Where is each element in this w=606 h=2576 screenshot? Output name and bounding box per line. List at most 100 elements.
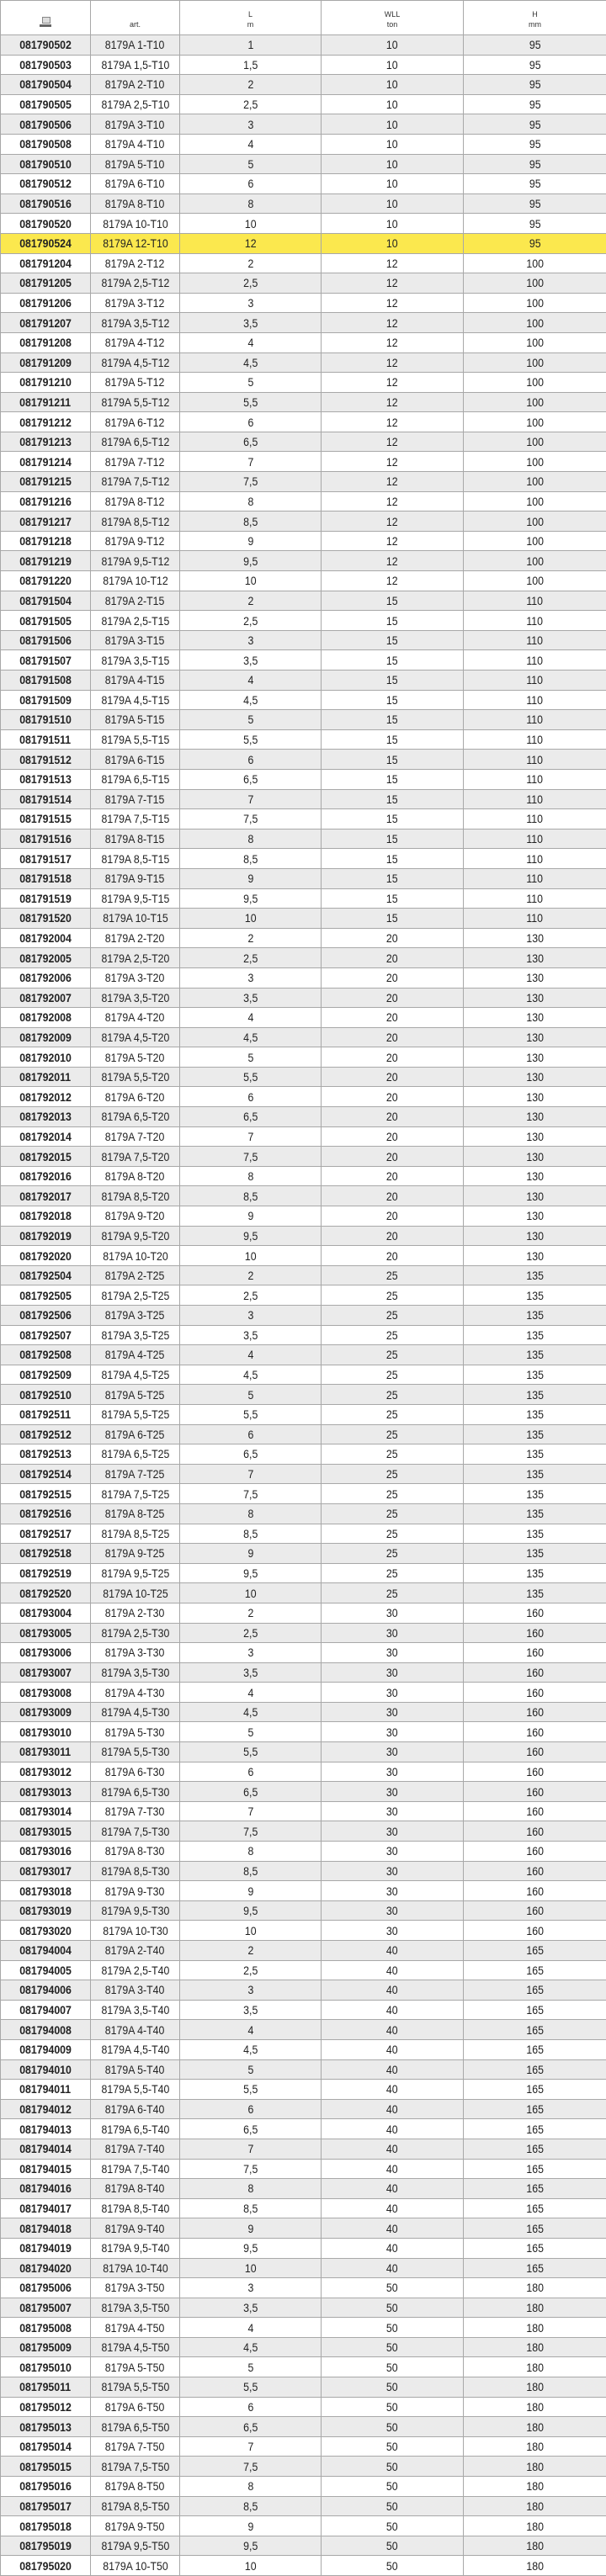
table-row[interactable]: 0817925058179A 2,5-T252,525135: [1, 1285, 606, 1306]
table-row[interactable]: 0817925118179A 5,5-T255,525135: [1, 1404, 606, 1424]
table-row[interactable]: 0817940168179A 8-T40840165: [1, 2179, 606, 2199]
table-row[interactable]: 0817912118179A 5,5-T125,512100: [1, 392, 606, 412]
table-row[interactable]: 0817920068179A 3-T20320130: [1, 967, 606, 988]
table-row[interactable]: 0817950148179A 7-T50750180: [1, 2436, 606, 2457]
table-row[interactable]: 0817950088179A 4-T50450180: [1, 2318, 606, 2338]
table-row[interactable]: 0817925168179A 8-T25825135: [1, 1503, 606, 1524]
table-row[interactable]: 0817950188179A 9-T50950180: [1, 2516, 606, 2536]
table-row[interactable]: 0817940188179A 9-T40940165: [1, 2218, 606, 2239]
table-row[interactable]: 0817930098179A 4,5-T304,530160: [1, 1702, 606, 1722]
table-row[interactable]: 0817912128179A 6-T12612100: [1, 412, 606, 432]
table-row[interactable]: 0817915128179A 6-T15615110: [1, 750, 606, 770]
table-row[interactable]: 0817915178179A 8,5-T158,515110: [1, 849, 606, 869]
table-row[interactable]: 0817912148179A 7-T12712100: [1, 452, 606, 472]
table-row[interactable]: 0817905038179A 1,5-T101,51095: [1, 55, 606, 75]
table-row[interactable]: 0817915048179A 2-T15215110: [1, 591, 606, 611]
table-row[interactable]: 0817950138179A 6,5-T506,550180: [1, 2417, 606, 2437]
table-row[interactable]: 0817915158179A 7,5-T157,515110: [1, 809, 606, 830]
table-row[interactable]: 0817920088179A 4-T20420130: [1, 1008, 606, 1028]
table-row[interactable]: 0817905128179A 6-T1061095: [1, 174, 606, 194]
table-row[interactable]: 0817925158179A 7,5-T257,525135: [1, 1484, 606, 1504]
table-row[interactable]: 0817915078179A 3,5-T153,515110: [1, 650, 606, 671]
table-row[interactable]: 0817925078179A 3,5-T253,525135: [1, 1325, 606, 1345]
table-row[interactable]: 0817912098179A 4,5-T124,512100: [1, 352, 606, 373]
table-row[interactable]: 0817915058179A 2,5-T152,515110: [1, 611, 606, 631]
table-row[interactable]: 0817930058179A 2,5-T302,530160: [1, 1623, 606, 1643]
table-row[interactable]: 0817925178179A 8,5-T258,525135: [1, 1524, 606, 1544]
table-row[interactable]: 0817930088179A 4-T30430160: [1, 1683, 606, 1703]
table-row[interactable]: 0817950108179A 5-T50550180: [1, 2357, 606, 2377]
table-row[interactable]: 0817912158179A 7,5-T127,512100: [1, 472, 606, 492]
table-row[interactable]: 0817940158179A 7,5-T407,540165: [1, 2159, 606, 2179]
table-row[interactable]: 0817905058179A 2,5-T102,51095: [1, 94, 606, 114]
table-row[interactable]: 0817915098179A 4,5-T154,515110: [1, 690, 606, 710]
table-row[interactable]: 0817925148179A 7-T25725135: [1, 1464, 606, 1484]
table-row[interactable]: 0817950198179A 9,5-T509,550180: [1, 2536, 606, 2556]
table-row[interactable]: 0817912178179A 8,5-T128,512100: [1, 511, 606, 532]
table-row[interactable]: 0817912088179A 4-T12412100: [1, 332, 606, 352]
table-row[interactable]: 0817950068179A 3-T50350180: [1, 2278, 606, 2298]
table-row[interactable]: 0817915138179A 6,5-T156,515110: [1, 769, 606, 789]
table-row[interactable]: 0817920208179A 10-T201020130: [1, 1246, 606, 1266]
table-row[interactable]: 0817930208179A 10-T301030160: [1, 1921, 606, 1941]
table-row[interactable]: 0817950208179A 10-T501050180: [1, 2556, 606, 2576]
table-row[interactable]: 0817905068179A 3-T1031095: [1, 114, 606, 135]
table-row[interactable]: 0817925198179A 9,5-T259,525135: [1, 1563, 606, 1583]
table-row[interactable]: 0817940118179A 5,5-T405,540165: [1, 2080, 606, 2100]
table-row[interactable]: 0817940078179A 3,5-T403,540165: [1, 2000, 606, 2020]
table-row[interactable]: 0817950078179A 3,5-T503,550180: [1, 2298, 606, 2318]
table-row[interactable]: 0817905168179A 8-T1081095: [1, 193, 606, 214]
table-row[interactable]: 0817915208179A 10-T151015110: [1, 909, 606, 929]
table-row[interactable]: 0817925188179A 9-T25925135: [1, 1544, 606, 1564]
table-row[interactable]: 0817920148179A 7-T20720130: [1, 1126, 606, 1147]
table-row[interactable]: 0817940208179A 10-T401040165: [1, 2258, 606, 2278]
table-row[interactable]: 0817925088179A 4-T25425135: [1, 1345, 606, 1365]
table-row[interactable]: 0817912058179A 2,5-T122,512100: [1, 273, 606, 294]
table-row[interactable]: 0817912108179A 5-T12512100: [1, 373, 606, 393]
table-row[interactable]: 0817920138179A 6,5-T206,520130: [1, 1107, 606, 1127]
table-row[interactable]: 0817940048179A 2-T40240165: [1, 1941, 606, 1961]
table-row[interactable]: 0817912188179A 9-T12912100: [1, 531, 606, 551]
table-row[interactable]: 0817925048179A 2-T25225135: [1, 1265, 606, 1285]
table-row[interactable]: 0817940108179A 5-T40540165: [1, 2059, 606, 2080]
table-row[interactable]: 0817930148179A 7-T30730160: [1, 1801, 606, 1821]
table-row[interactable]: 0817912078179A 3,5-T123,512100: [1, 313, 606, 333]
table-row[interactable]: 0817930108179A 5-T30530160: [1, 1722, 606, 1742]
table-row[interactable]: 0817950178179A 8,5-T508,550180: [1, 2496, 606, 2516]
table-row[interactable]: 0817915198179A 9,5-T159,515110: [1, 888, 606, 909]
table-row[interactable]: 0817915118179A 5,5-T155,515110: [1, 729, 606, 750]
table-row[interactable]: 0817920118179A 5,5-T205,520130: [1, 1067, 606, 1087]
table-row[interactable]: 0817920058179A 2,5-T202,520130: [1, 948, 606, 968]
table-row[interactable]: 0817930178179A 8,5-T308,530160: [1, 1861, 606, 1881]
table-row[interactable]: 0817930078179A 3,5-T303,530160: [1, 1662, 606, 1683]
table-row[interactable]: 0817920048179A 2-T20220130: [1, 928, 606, 948]
table-row[interactable]: 0817925138179A 6,5-T256,525135: [1, 1444, 606, 1465]
table-row[interactable]: 0817930198179A 9,5-T309,530160: [1, 1900, 606, 1921]
table-row[interactable]: 0817940198179A 9,5-T409,540165: [1, 2238, 606, 2258]
table-row[interactable]: 0817940098179A 4,5-T404,540165: [1, 2039, 606, 2059]
table-row[interactable]: 0817905108179A 5-T1051095: [1, 154, 606, 174]
table-row[interactable]: 0817940088179A 4-T40440165: [1, 2020, 606, 2040]
table-row[interactable]: 0817905088179A 4-T1041095: [1, 134, 606, 154]
table-row[interactable]: 0817915168179A 8-T15815110: [1, 829, 606, 849]
table-row[interactable]: 0817940138179A 6,5-T406,540165: [1, 2119, 606, 2139]
table-row[interactable]: 0817950118179A 5,5-T505,550180: [1, 2377, 606, 2398]
table-row[interactable]: 0817912048179A 2-T12212100: [1, 253, 606, 273]
table-row[interactable]: 0817920158179A 7,5-T207,520130: [1, 1147, 606, 1167]
table-row[interactable]: 0817912208179A 10-T121012100: [1, 571, 606, 591]
table-row[interactable]: 0817930068179A 3-T30330160: [1, 1643, 606, 1663]
table-row[interactable]: 0817950128179A 6-T50650180: [1, 2397, 606, 2417]
table-row[interactable]: 0817940068179A 3-T40340165: [1, 1980, 606, 2001]
table-row[interactable]: 0817920108179A 5-T20520130: [1, 1047, 606, 1068]
table-row[interactable]: 0817920168179A 8-T20820130: [1, 1166, 606, 1186]
table-row[interactable]: 0817915188179A 9-T15915110: [1, 868, 606, 888]
table-row[interactable]: 0817912138179A 6,5-T126,512100: [1, 432, 606, 452]
table-row[interactable]: 0817912198179A 9,5-T129,512100: [1, 551, 606, 571]
table-row[interactable]: 0817915068179A 3-T15315110: [1, 630, 606, 650]
table-row[interactable]: 0817920188179A 9-T20920130: [1, 1206, 606, 1227]
table-row[interactable]: 0817915088179A 4-T15415110: [1, 671, 606, 691]
table-row[interactable]: 0817925208179A 10-T251025135: [1, 1583, 606, 1603]
table-row[interactable]: 0817940058179A 2,5-T402,540165: [1, 1960, 606, 1980]
table-row[interactable]: 0817920078179A 3,5-T203,520130: [1, 988, 606, 1008]
table-row[interactable]: 0817920178179A 8,5-T208,520130: [1, 1186, 606, 1206]
